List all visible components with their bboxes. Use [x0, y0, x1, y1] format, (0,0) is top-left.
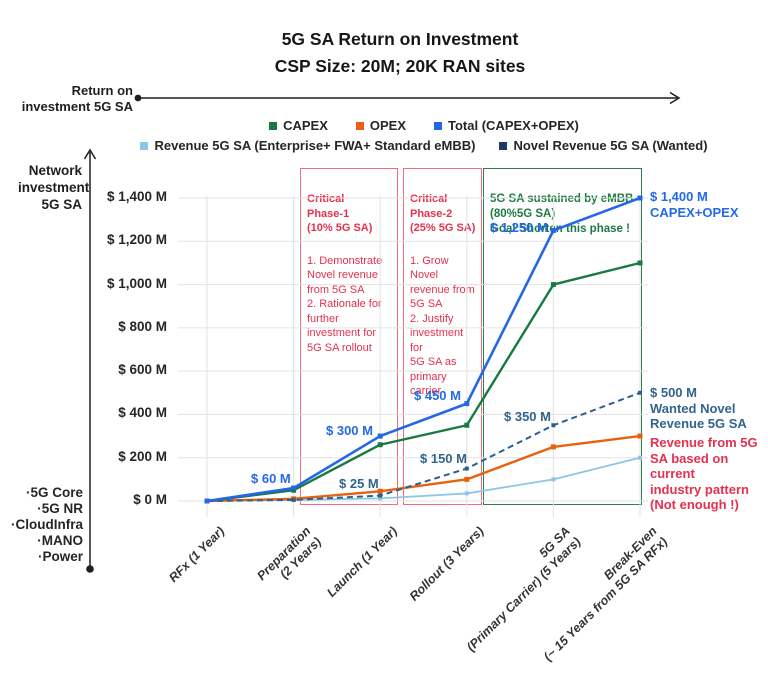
annotation-450-m: $ 450 M [414, 388, 461, 403]
legend-item-capex: CAPEX [269, 118, 328, 133]
legend-item-revenue-5g-sa-enterprise-fwa-standard-embb: Revenue 5G SA (Enterprise+ FWA+ Standard… [140, 138, 475, 153]
x-tick-launch-1-year: Launch (1 Year) [324, 524, 401, 600]
critical-phase2-body: 1. Grow Novel revenue from 5G SA 2. Just… [410, 254, 475, 398]
series-marker-opex-0 [204, 498, 210, 504]
critical-phase2-title: Critical Phase-2 (25% 5G SA) [410, 193, 476, 234]
y-tick-800: $ 800 M [118, 318, 167, 334]
legend-row-1: CAPEX OPEX Total (CAPEX+OPEX) [269, 118, 579, 133]
y-tick-200: $ 200 M [118, 448, 167, 464]
series-marker-revenue-5g-sa-enterprise-fwa-standard-embb-1 [291, 497, 296, 502]
series-marker-novel-revenue-5g-sa-wanted-1 [291, 497, 296, 502]
series-marker-total-capex-opex-0 [204, 498, 210, 504]
network-components-list: ·5G Core ·5G NR ·CloudInfra ·MANO ·Power [11, 485, 83, 564]
y-tick-1400: $ 1,400 M [106, 189, 167, 204]
critical-phase1-body: 1. Demonstrate Novel revenue from 5G SA … [307, 254, 383, 354]
return-on-investment-axis-label: Return on investment 5G SA [21, 83, 133, 114]
y-tick-1000: $ 1,000 M [106, 275, 167, 291]
critical-phase1-box: Critical Phase-1 (10% 5G SA) 1. Demonstr… [300, 168, 398, 505]
critical-phase1-title: Critical Phase-1 (10% 5G SA) [307, 193, 373, 234]
legend-item-novel-revenue-5g-sa-wanted: Novel Revenue 5G SA (Wanted) [499, 138, 708, 153]
legend-swatch-capex [269, 121, 278, 130]
series-marker-novel-revenue-5g-sa-wanted-0 [205, 499, 209, 503]
annotation-1-400-m: $ 1,400 M CAPEX+OPEX [650, 189, 739, 220]
legend-swatch-novel-revenue-5g-sa-wanted [499, 141, 508, 150]
annotation-150-m: $ 150 M [420, 451, 467, 466]
annotation-revenue-from-5g: Revenue from 5G SA based on current indu… [650, 435, 758, 512]
x-tick-preparation: Preparation (2 Years) [254, 524, 325, 584]
annotation-500-m: $ 500 M Wanted Novel Revenue 5G SA [650, 385, 747, 431]
y-tick-600: $ 600 M [118, 362, 167, 378]
legend-swatch-revenue-5g-sa-enterprise-fwa-standard-embb [140, 141, 149, 150]
annotation-350-m: $ 350 M [504, 409, 551, 424]
legend-item-total-capex-opex: Total (CAPEX+OPEX) [434, 118, 579, 133]
return-axis-arrowhead [669, 91, 681, 105]
legend-item-opex: OPEX [355, 118, 407, 133]
legend-label: OPEX [369, 118, 407, 133]
y-tick-0: $ 0 M [133, 492, 167, 507]
series-marker-capex-1 [291, 487, 297, 493]
embb-sustained-phase-box: 5G SA sustained by eMBB (80%5G SA) Goal:… [483, 168, 642, 505]
chart-subtitle: CSP Size: 20M; 20K RAN sites [274, 56, 526, 76]
series-marker-capex-0 [204, 498, 210, 504]
annotation-300-m: $ 300 M [326, 423, 373, 438]
annotation-60-m: $ 60 M [251, 471, 291, 486]
series-marker-opex-1 [291, 496, 297, 502]
legend-label: CAPEX [283, 118, 328, 133]
x-tick-rollout-3-years: Rollout (3 Years) [407, 524, 487, 604]
legend-label: Total (CAPEX+OPEX) [448, 118, 579, 133]
annotation-1-250-m: $ 1,250 M [490, 220, 548, 235]
return-axis-start-dot [134, 94, 142, 102]
legend-label: Novel Revenue 5G SA (Wanted) [513, 138, 708, 153]
legend-swatch-opex [355, 121, 364, 130]
x-tick-rfx-1-year: RFx (1 Year) [165, 524, 227, 585]
annotation-25-m: $ 25 M [339, 476, 379, 491]
legend-label: Revenue 5G SA (Enterprise+ FWA+ Standard… [154, 138, 476, 153]
network-investment-axis-label: Network investment 5G SA [18, 163, 90, 212]
legend-swatch-total-capex-opex [434, 121, 443, 130]
y-tick-1200: $ 1,200 M [106, 232, 167, 248]
legend-row-2: Revenue 5G SA (Enterprise+ FWA+ Standard… [140, 138, 708, 153]
network-axis-arrowhead [83, 148, 97, 160]
chart-header: 5G SA Return on Investment CSP Size: 20M… [30, 26, 768, 80]
series-marker-total-capex-opex-1 [291, 485, 297, 491]
chart-title: 5G SA Return on Investment [281, 29, 519, 49]
series-marker-revenue-5g-sa-enterprise-fwa-standard-embb-0 [205, 499, 209, 503]
network-axis-end-dot [86, 565, 94, 573]
chart-legend: CAPEX OPEX Total (CAPEX+OPEX) Revenue 5G SA… [104, 118, 744, 153]
y-tick-400: $ 400 M [118, 405, 167, 421]
